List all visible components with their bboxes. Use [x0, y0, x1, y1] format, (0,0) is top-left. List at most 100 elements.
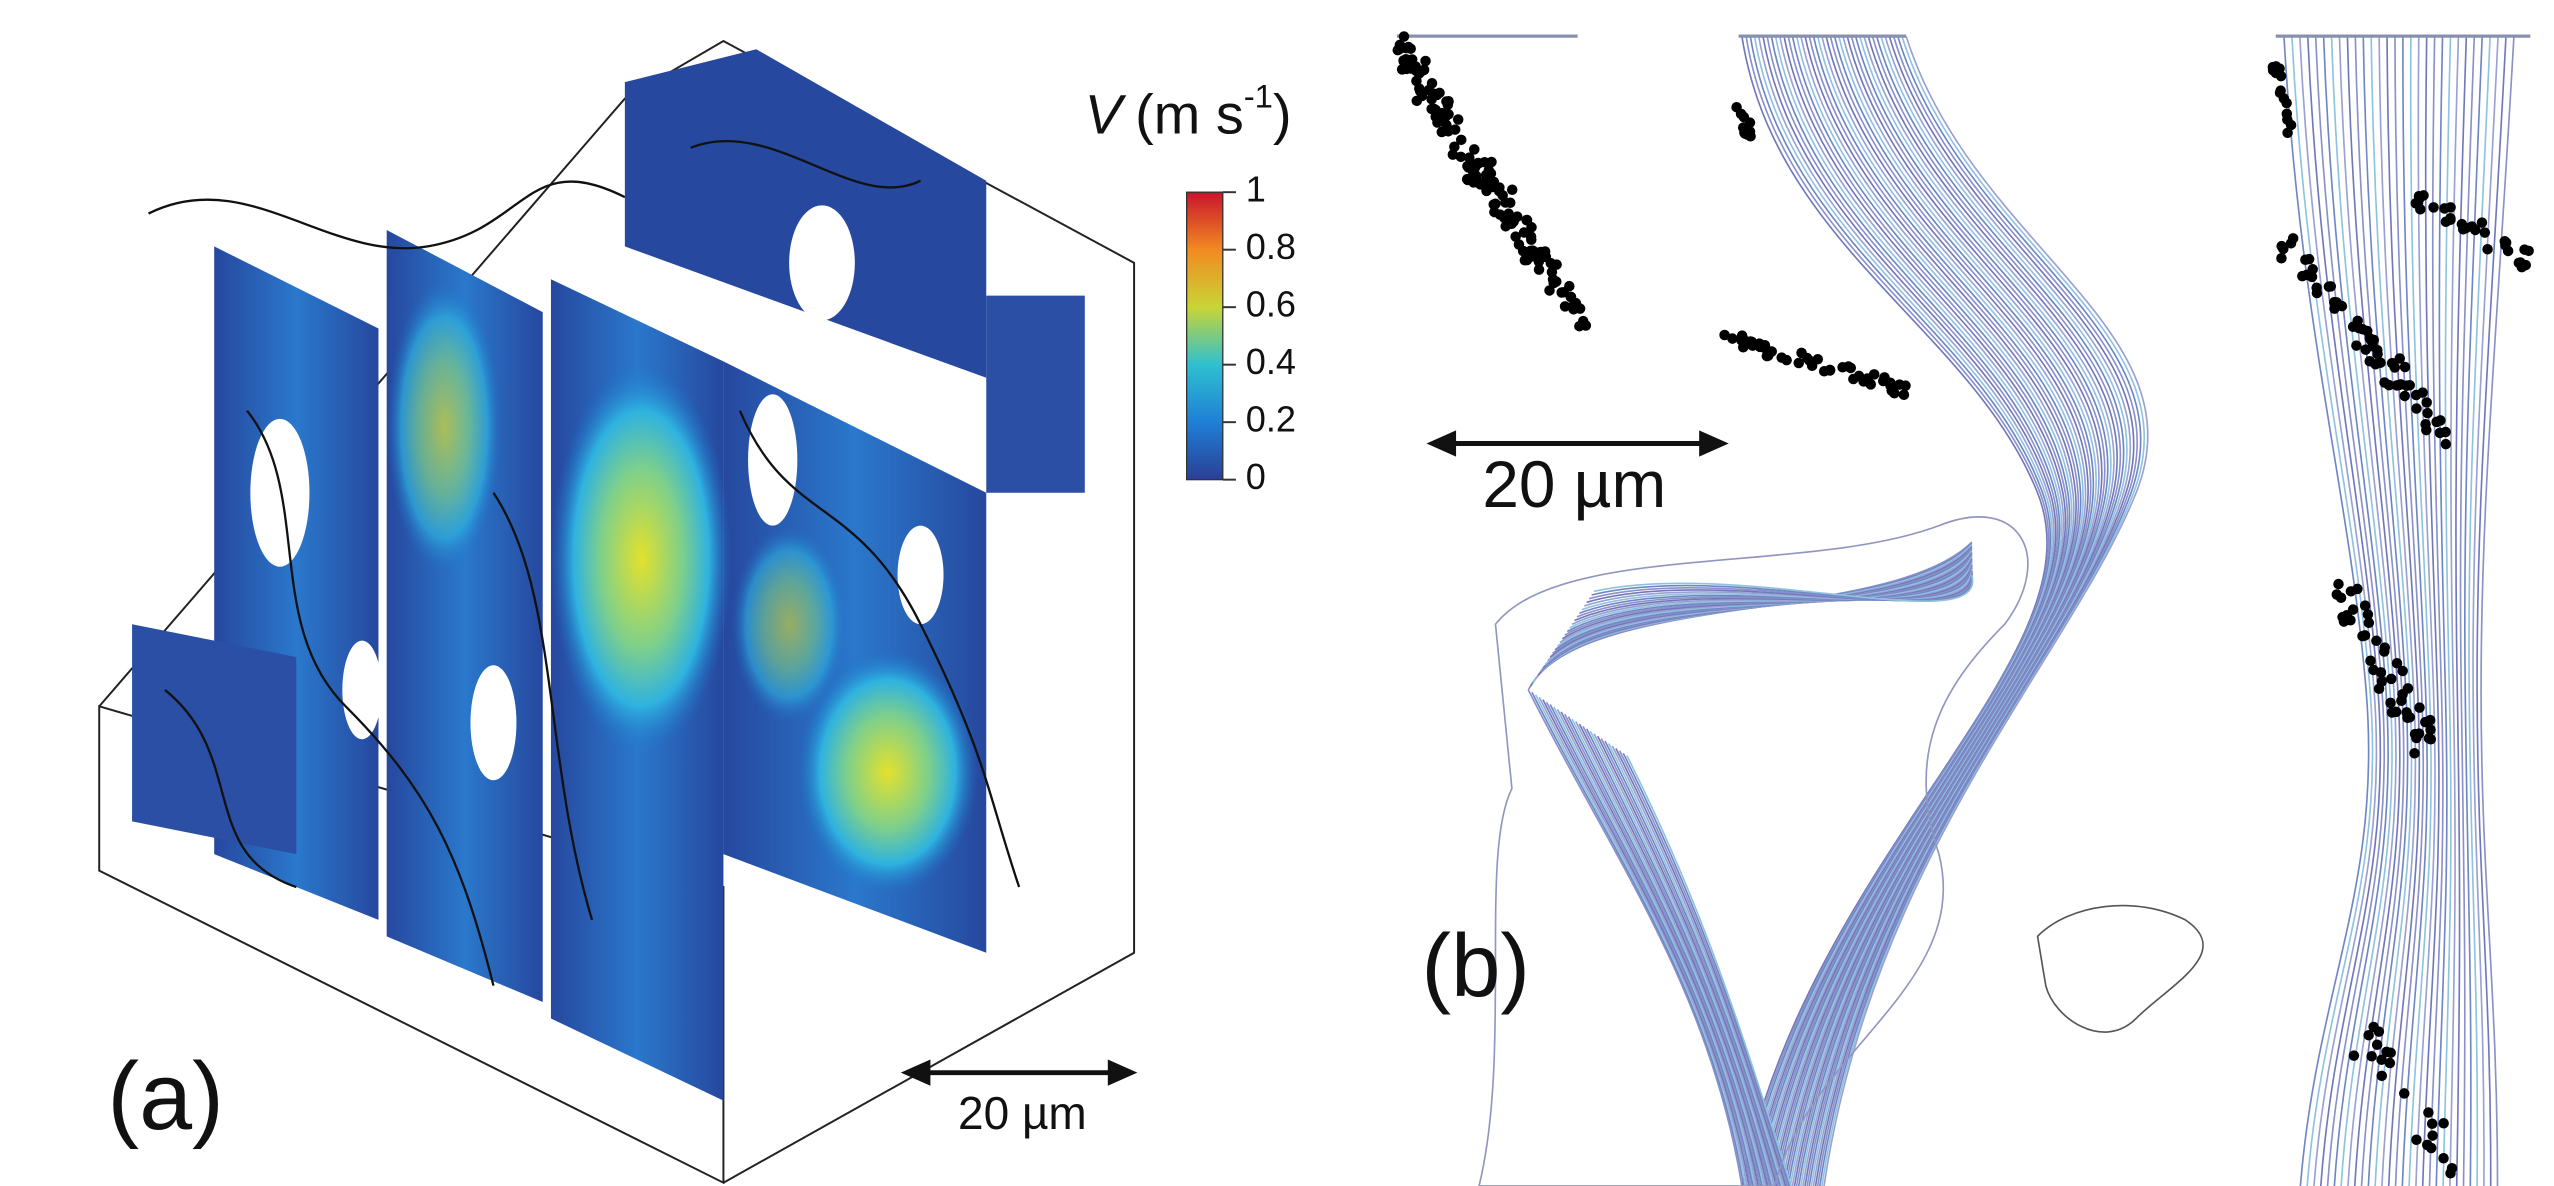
particle: [2458, 224, 2469, 235]
particle: [1443, 99, 1454, 110]
particle: [1410, 61, 1421, 72]
particle: [2394, 353, 2405, 364]
particle: [2390, 362, 2401, 373]
colorbar-tick-label: 0.2: [1246, 399, 1296, 440]
page: {"figure": { "panel_a": {"label": "(a)",…: [0, 0, 2554, 1186]
particle: [2438, 1153, 2449, 1164]
particle: [2332, 589, 2343, 600]
particle: [2499, 236, 2510, 247]
particle: [2439, 203, 2450, 214]
particle: [2428, 202, 2439, 213]
particle: [2281, 98, 2292, 109]
colorbar: V(m s-1) 00.20.40.60.81: [1085, 77, 1296, 497]
particle: [2435, 415, 2446, 426]
streamline: [2481, 36, 2514, 1186]
particle: [1412, 96, 1423, 107]
particle: [2282, 128, 2293, 139]
particle: [1429, 103, 1440, 114]
streamline: [2460, 36, 2474, 1186]
particle: [2275, 85, 2286, 96]
particle: [1738, 334, 1749, 345]
particle: [2307, 264, 2318, 275]
particle: [2445, 1168, 2456, 1179]
particle: [2351, 340, 2362, 351]
particle: [2366, 1051, 2377, 1062]
particle: [2514, 258, 2525, 269]
particle: [2385, 1058, 2396, 1069]
particle: [2415, 204, 2426, 215]
particle: [2410, 729, 2421, 740]
panel-label: (a): [107, 1044, 223, 1150]
particle: [1432, 117, 1443, 128]
particle: [2372, 349, 2383, 360]
particle: [2286, 238, 2297, 249]
unit: (m s: [1135, 82, 1244, 145]
particle: [2399, 391, 2410, 402]
hot-spot: [551, 361, 732, 755]
particle: [1899, 390, 1910, 401]
particle: [1456, 152, 1467, 163]
pore: [748, 394, 797, 525]
particle: [2405, 712, 2416, 723]
particle: [2396, 696, 2407, 707]
particle: [2374, 683, 2385, 694]
particle: [2385, 698, 2396, 709]
particle: [2426, 734, 2437, 745]
particle: [1463, 162, 1474, 173]
particle: [1443, 126, 1454, 137]
particle: [2427, 1118, 2438, 1129]
streamline: [2292, 36, 2373, 1186]
particle: [2349, 1050, 2360, 1061]
particle: [2379, 646, 2390, 657]
particle: [2276, 253, 2287, 264]
particle: [1548, 278, 1559, 289]
particle: [1503, 208, 1514, 219]
particle: [1534, 264, 1545, 275]
particle: [1490, 198, 1501, 209]
particle: [2395, 379, 2406, 390]
particle: [2421, 397, 2432, 408]
particle: [2363, 1030, 2374, 1041]
particle: [1547, 267, 1558, 278]
figure: (a) 20 µm V(m s-1) 00.20.40.60.81 20 µm …: [0, 0, 2554, 1186]
particle: [1566, 292, 1577, 303]
particle: [1745, 131, 1756, 142]
particle: [2357, 324, 2368, 335]
particle: [2368, 665, 2379, 676]
particle: [1719, 330, 1730, 341]
particle: [1869, 369, 1880, 380]
colorbar-tick-label: 0.8: [1246, 226, 1296, 267]
particle: [2420, 717, 2431, 728]
unit-exponent: -1: [1244, 77, 1273, 114]
particle: [1456, 135, 1467, 146]
unit-close: ): [1273, 82, 1292, 145]
particle: [2417, 387, 2428, 398]
particle: [1538, 247, 1549, 258]
particle: [1564, 281, 1575, 292]
particle: [1813, 354, 1824, 365]
particle: [1443, 109, 1454, 120]
particle: [2404, 380, 2415, 391]
particle: [2365, 333, 2376, 344]
particle: [2339, 616, 2350, 627]
particle: [1399, 31, 1410, 42]
particle: [2365, 656, 2376, 667]
hot-spot: [387, 279, 502, 575]
arrowhead: [1426, 430, 1456, 456]
pore: [250, 419, 309, 567]
variable: V: [1085, 82, 1127, 145]
particle: [1731, 102, 1742, 113]
particle: [2385, 1048, 2396, 1059]
particle: [2282, 114, 2293, 125]
particle: [1507, 185, 1518, 196]
pore: [470, 665, 516, 780]
particle: [1518, 246, 1529, 257]
particle: [1837, 362, 1848, 373]
panel-b: 20 µm (b): [1393, 31, 2534, 1186]
particle: [2374, 1026, 2385, 1037]
pore: [789, 205, 855, 320]
particle: [1776, 352, 1787, 363]
particle: [2414, 702, 2425, 713]
particle: [2377, 1071, 2388, 1082]
particle: [1885, 378, 1896, 389]
